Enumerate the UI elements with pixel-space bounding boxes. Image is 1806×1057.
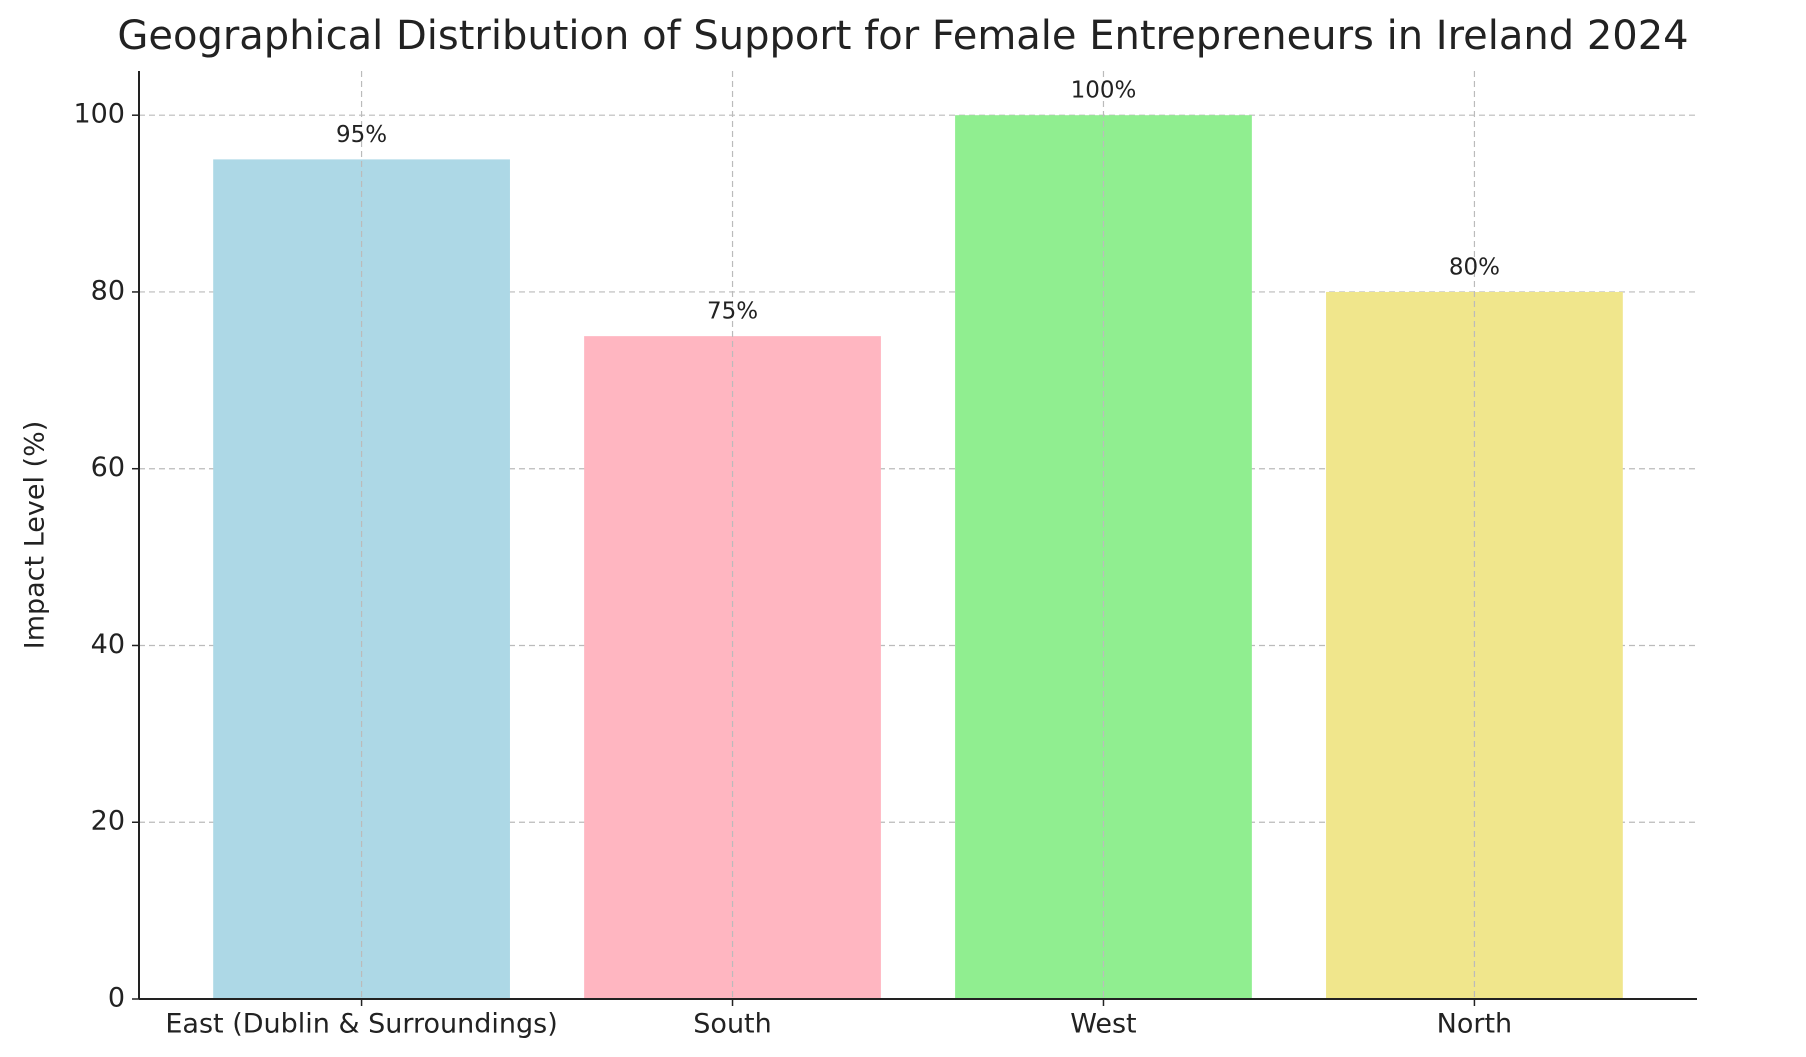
value-label: 95%: [336, 122, 387, 148]
x-tick-label: East (Dublin & Surroundings): [165, 1009, 557, 1040]
y-axis-label: Impact Level (%): [20, 421, 51, 650]
y-tick-label: 0: [108, 983, 125, 1014]
value-label: 75%: [707, 299, 758, 325]
value-label: 80%: [1449, 254, 1500, 280]
y-tick-label: 40: [91, 629, 125, 660]
y-tick-label: 60: [91, 452, 125, 483]
y-tick-label: 20: [91, 806, 125, 837]
x-tick-label: West: [1070, 1009, 1136, 1040]
value-label: 100%: [1071, 78, 1137, 104]
x-tick-label: North: [1437, 1009, 1513, 1040]
chart-title: Geographical Distribution of Support for…: [117, 13, 1688, 59]
y-tick-label: 100: [73, 99, 125, 130]
y-tick-label: 80: [91, 275, 125, 306]
x-tick-label: South: [693, 1009, 771, 1040]
bar: [213, 159, 510, 999]
